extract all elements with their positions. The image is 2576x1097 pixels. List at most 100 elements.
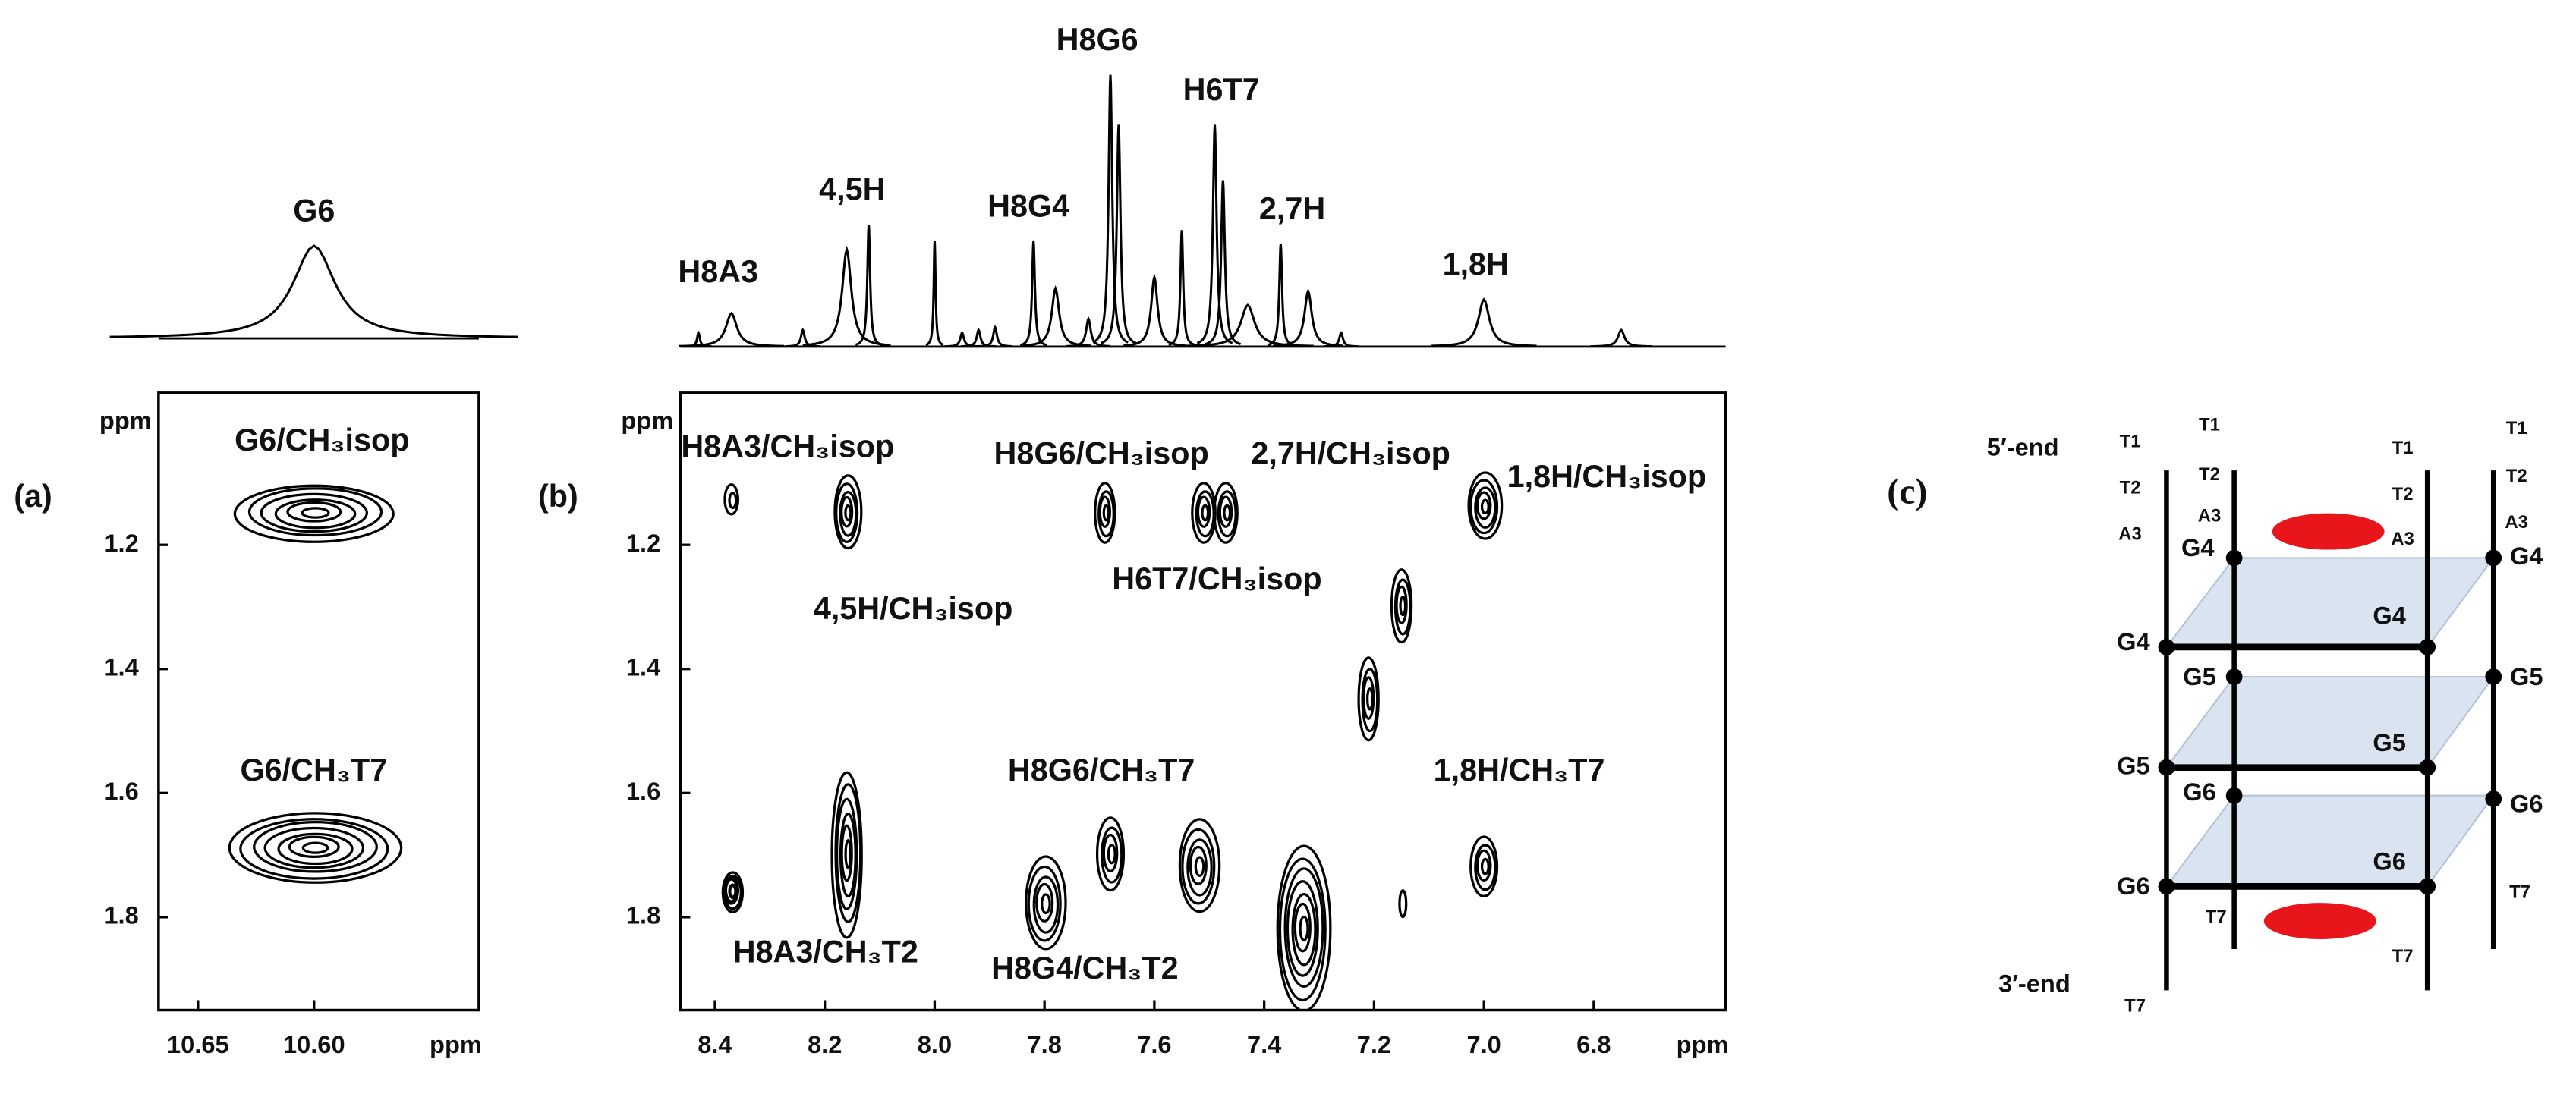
cross-peaks [721,471,1504,1011]
cross-peak-label: H8G4/CH₃T2 [991,951,1178,985]
y-tick-label: 1.6 [626,777,660,805]
guanine-dot [2158,878,2175,895]
strand-label: G6 [2183,778,2216,806]
spectrum-peak [109,244,518,338]
x-tick-label: 7.0 [1466,1030,1501,1058]
y-axis-label: ppm [621,407,673,435]
y-tick-label: 1.2 [626,529,660,557]
contour [1299,915,1309,942]
spectrum-peak [1205,180,1241,346]
cross-peak-label: H8A3/CH₃isop [681,429,894,464]
ligand [2263,903,2376,939]
y-tick-label: 1.4 [104,652,138,681]
strand-label: A3 [2391,529,2414,549]
contour [833,474,863,550]
guanine-dot [2485,791,2502,807]
contour [233,484,395,543]
spectrum-peak [802,245,891,347]
contour [844,504,852,522]
strand-label: T7 [2124,996,2146,1017]
strand-label: A3 [2118,523,2142,544]
contour [260,492,369,533]
contour [228,812,403,884]
contour [301,841,329,854]
strand-label: G5 [2373,728,2406,756]
contour [1181,828,1216,905]
y-tick-label: 1.6 [104,777,138,805]
contour [1178,818,1221,913]
x-tick-label: 10.65 [167,1030,229,1058]
contour [1283,867,1324,988]
strand-label: T7 [2206,907,2227,927]
contour [286,501,342,523]
contour [1475,491,1492,520]
strand-end-label: 5′-end [1987,432,2059,460]
contour [835,482,859,543]
contour [728,492,738,510]
spectrum-peak [1019,240,1047,347]
cross-peak-label: H6T7/CH₃isop [1112,561,1321,596]
strand-label: G4 [2181,533,2215,561]
x-tick-label: 8.4 [698,1030,732,1058]
panel-label: (a) [14,479,52,514]
strand-label: G5 [2510,662,2543,690]
x-tick-label: 7.4 [1247,1030,1281,1058]
contour [830,771,863,939]
x-tick-label: 8.0 [918,1030,952,1058]
spectrum-peak-label: 4,5H [819,172,885,207]
x-tick-label: 8.2 [808,1030,842,1058]
guanine-dot [2225,668,2243,685]
contour [1474,486,1497,529]
contour [263,826,365,869]
cross-peaks [228,484,403,884]
contour [247,487,383,537]
contour [1293,902,1312,953]
spectrum-peak-label: H8G4 [987,188,1069,223]
guanine-dot [2419,639,2436,655]
strand-label: G4 [2510,542,2543,570]
quadruplex-diagram [2158,470,2502,991]
x-tick-label: 6.8 [1576,1030,1611,1058]
strand-label: T1 [2199,415,2220,435]
cross-peak-label: G6/CH₃isop [235,423,409,457]
contour [1201,504,1210,522]
contour [301,507,330,519]
spectrum-peak [1273,288,1343,347]
cross-peak-label: H8G6/CH₃T7 [1008,753,1195,787]
contour [1398,889,1408,919]
guanine-dot [2158,639,2175,655]
guanine-dot [2158,759,2175,776]
strand-label: T2 [2199,464,2220,485]
spectrum-peak [977,325,1013,348]
cross-peak-label: G6/CH₃T7 [241,753,388,787]
spectrum-peak [1196,124,1233,344]
y-tick-label: 1.8 [626,901,660,929]
contour [1286,880,1319,977]
strand-label: G6 [2373,847,2406,875]
contour [1480,498,1490,515]
y-tick-label: 1.2 [104,529,138,557]
spectrum-peak-label: H6T7 [1183,72,1260,107]
contour [728,883,738,900]
spectrum-peak-label: 1,8H [1443,247,1509,281]
contour [1041,893,1051,915]
x-axis-label: ppm [1677,1030,1729,1058]
contour [840,495,854,528]
contour [1469,835,1499,897]
panel-label: (b) [538,479,578,514]
ligand [2272,513,2385,550]
contour [1475,849,1492,882]
guanine-dot [2225,787,2243,804]
spectrum-peak-label: H8G6 [1057,22,1138,57]
guanine-dot [2419,759,2436,776]
panel-label: (c) [1887,472,1927,512]
y-axis-label: ppm [99,407,152,435]
spectrum-peak [1101,124,1137,344]
strand-label: T2 [2392,484,2414,504]
contour [1469,479,1499,535]
spectrum-peak [1590,328,1652,348]
plot-frame [679,391,1727,1012]
spectrum-peak-label: G6 [293,193,335,228]
strand-label: T1 [2506,418,2527,438]
contour [1194,856,1205,877]
